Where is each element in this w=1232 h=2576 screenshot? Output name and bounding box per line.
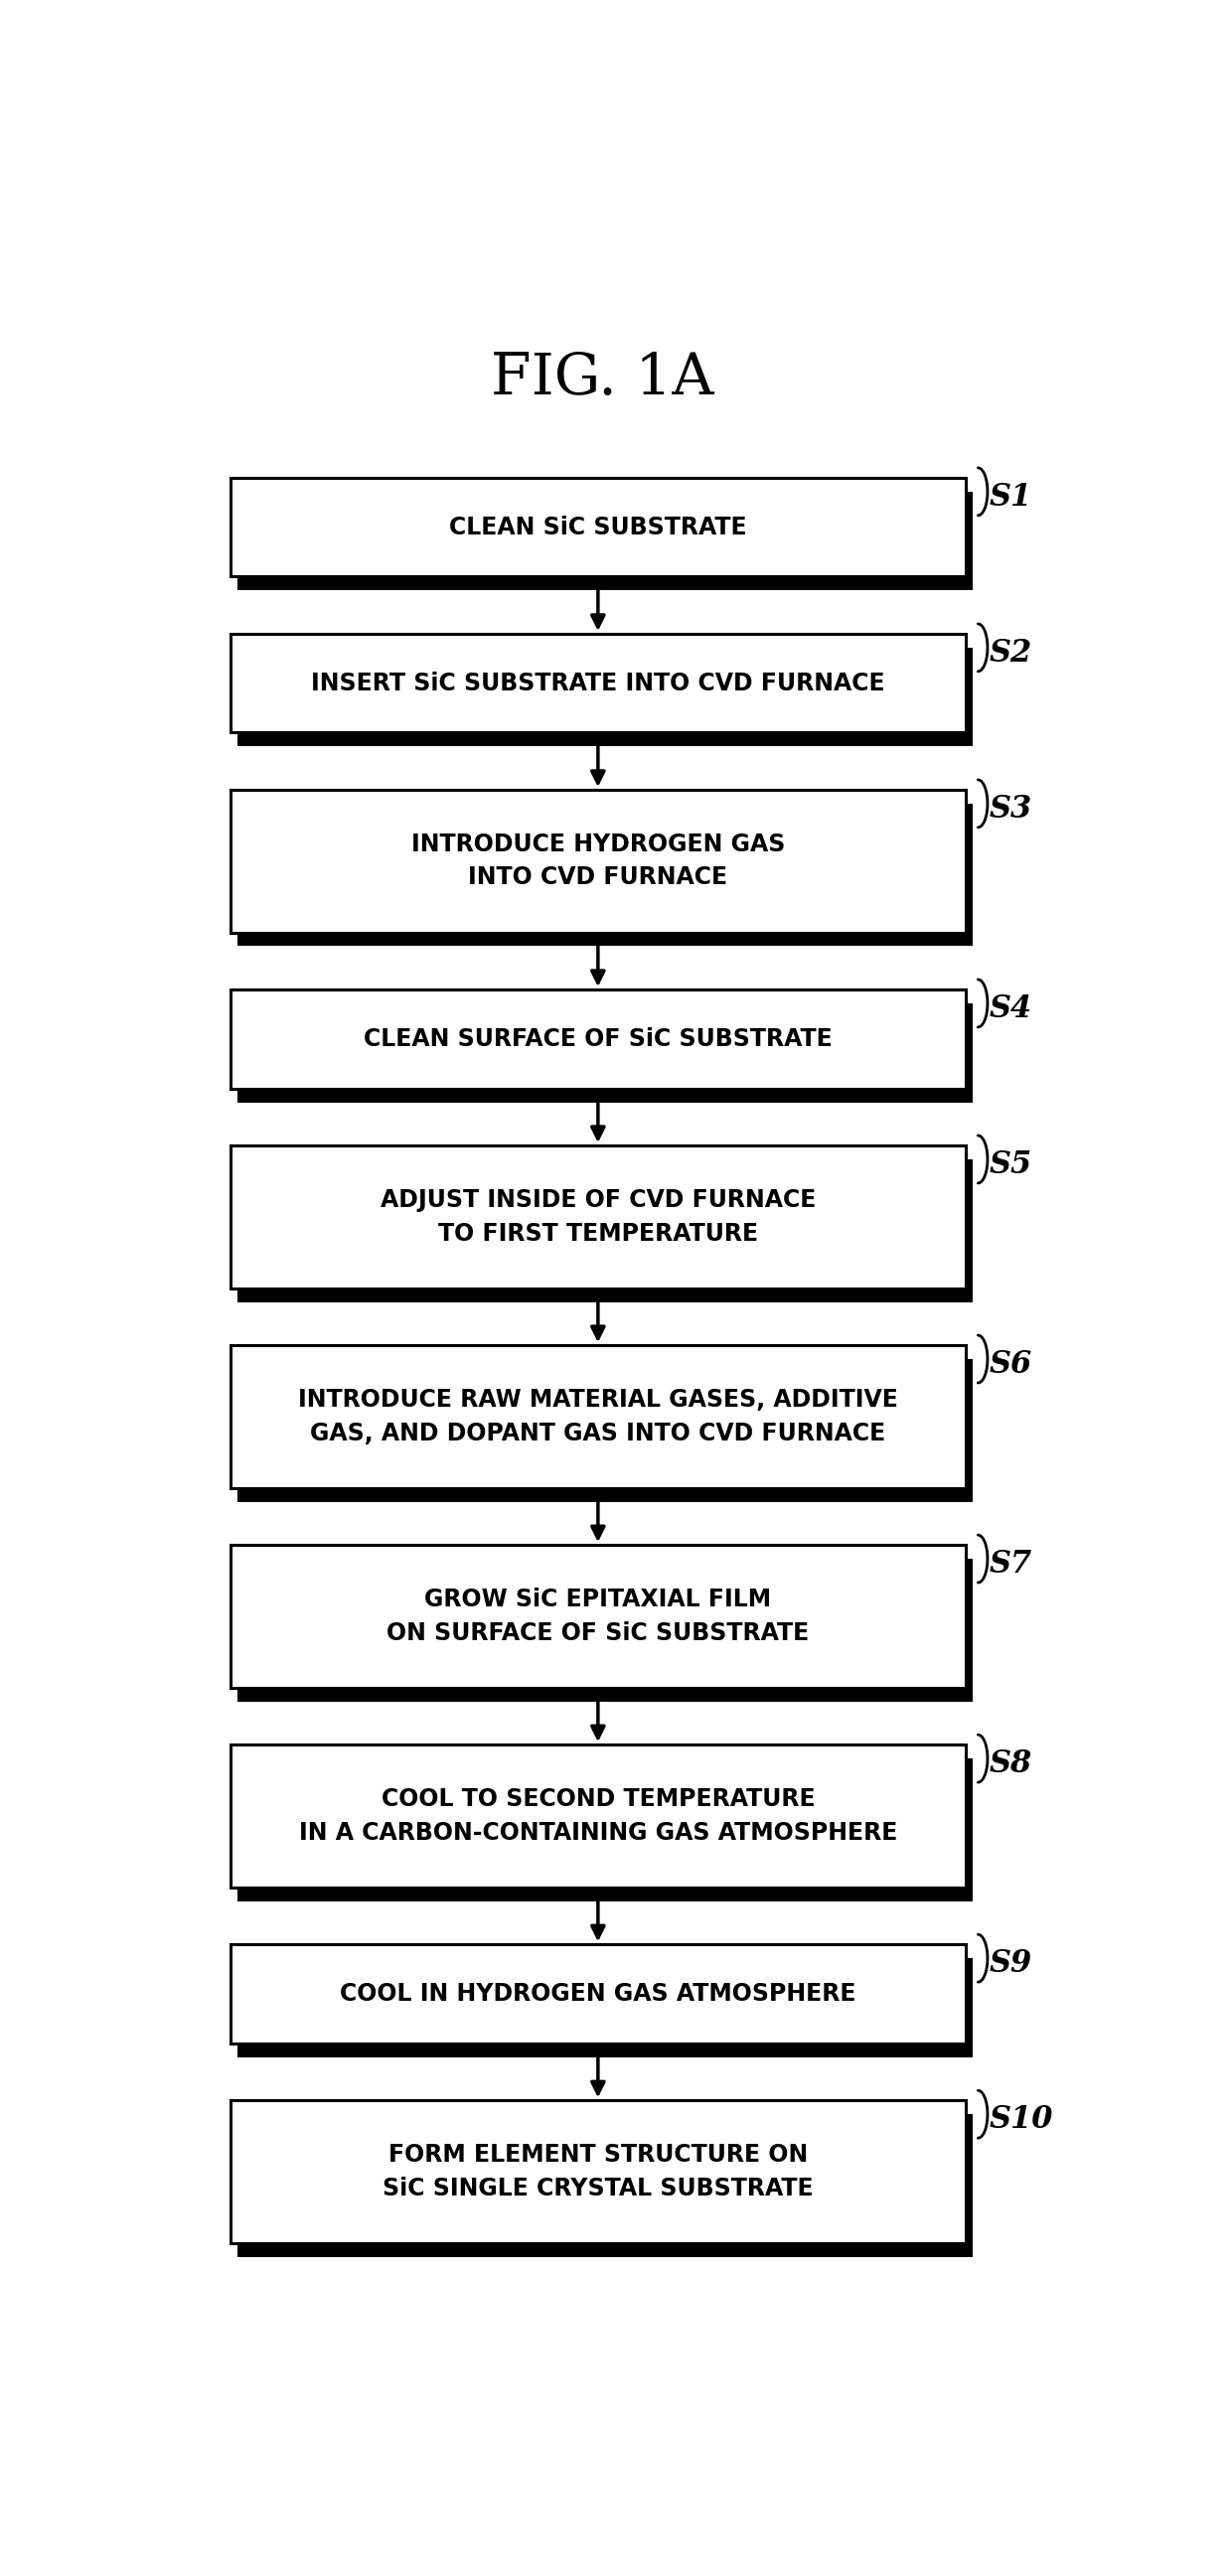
Bar <box>237 647 972 747</box>
Text: S8: S8 <box>989 1749 1032 1780</box>
Bar <box>237 804 972 945</box>
Bar <box>237 1759 972 1901</box>
Bar <box>237 492 972 590</box>
Bar <box>230 1345 966 1489</box>
Bar <box>230 634 966 732</box>
Bar <box>230 2099 966 2244</box>
Bar <box>237 1159 972 1301</box>
Bar <box>237 1002 972 1103</box>
Text: S6: S6 <box>989 1350 1032 1381</box>
Text: INTRODUCE RAW MATERIAL GASES, ADDITIVE
GAS, AND DOPANT GAS INTO CVD FURNACE: INTRODUCE RAW MATERIAL GASES, ADDITIVE G… <box>298 1388 898 1445</box>
Bar <box>230 1945 966 2043</box>
Text: S7: S7 <box>989 1548 1032 1579</box>
Text: S4: S4 <box>989 994 1032 1025</box>
Text: S5: S5 <box>989 1149 1032 1180</box>
Text: S9: S9 <box>989 1947 1032 1978</box>
Text: INSERT SiC SUBSTRATE INTO CVD FURNACE: INSERT SiC SUBSTRATE INTO CVD FURNACE <box>310 672 885 696</box>
Bar <box>237 1558 972 1703</box>
Bar <box>230 477 966 577</box>
Text: COOL TO SECOND TEMPERATURE
IN A CARBON-CONTAINING GAS ATMOSPHERE: COOL TO SECOND TEMPERATURE IN A CARBON-C… <box>298 1788 897 1844</box>
Text: FORM ELEMENT STRUCTURE ON
SiC SINGLE CRYSTAL SUBSTRATE: FORM ELEMENT STRUCTURE ON SiC SINGLE CRY… <box>383 2143 813 2200</box>
Text: FIG. 1A: FIG. 1A <box>492 350 715 407</box>
Bar <box>237 1360 972 1502</box>
Text: S10: S10 <box>989 2105 1053 2136</box>
Bar <box>230 989 966 1087</box>
Text: S2: S2 <box>989 639 1032 667</box>
Text: S1: S1 <box>989 482 1032 513</box>
Text: CLEAN SiC SUBSTRATE: CLEAN SiC SUBSTRATE <box>450 515 747 538</box>
Text: ADJUST INSIDE OF CVD FURNACE
TO FIRST TEMPERATURE: ADJUST INSIDE OF CVD FURNACE TO FIRST TE… <box>381 1188 816 1244</box>
Text: COOL IN HYDROGEN GAS ATMOSPHERE: COOL IN HYDROGEN GAS ATMOSPHERE <box>340 1981 856 2007</box>
Bar <box>237 2115 972 2257</box>
Bar <box>230 1744 966 1888</box>
Bar <box>237 1958 972 2058</box>
Text: S3: S3 <box>989 793 1032 824</box>
Text: GROW SiC EPITAXIAL FILM
ON SURFACE OF SiC SUBSTRATE: GROW SiC EPITAXIAL FILM ON SURFACE OF Si… <box>387 1587 809 1646</box>
Bar <box>230 791 966 933</box>
Text: CLEAN SURFACE OF SiC SUBSTRATE: CLEAN SURFACE OF SiC SUBSTRATE <box>363 1028 833 1051</box>
Bar <box>230 1146 966 1288</box>
Text: INTRODUCE HYDROGEN GAS
INTO CVD FURNACE: INTRODUCE HYDROGEN GAS INTO CVD FURNACE <box>411 832 785 889</box>
Bar <box>230 1546 966 1687</box>
